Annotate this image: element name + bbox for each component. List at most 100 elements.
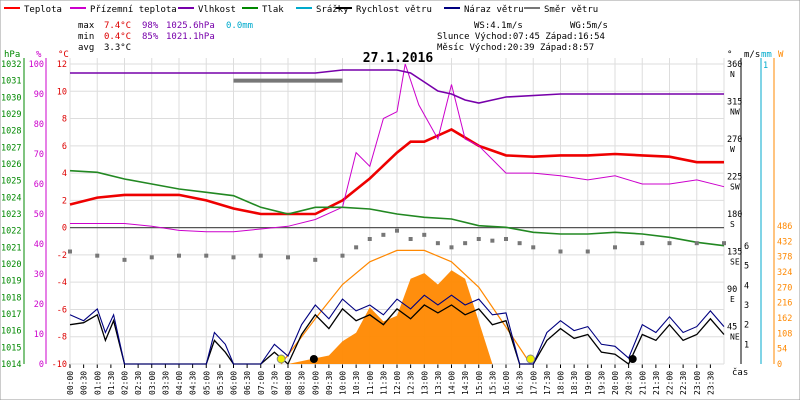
axis-unit-temp: °C [58, 50, 69, 60]
tick-label-compass: NE [730, 333, 740, 342]
tick-label-temp: 12 [57, 60, 67, 70]
legend-label: Srážky [316, 5, 349, 15]
tick-label-ms: 2 [744, 321, 749, 331]
tick-label-ms: 1 [744, 340, 749, 350]
wind-dir-point [504, 237, 508, 241]
tick-label-dir: 270 [727, 135, 742, 145]
wind-dir-point [367, 237, 372, 241]
tick-label-hpa: 1015 [1, 343, 21, 353]
tick-label-hpa: 1032 [1, 60, 21, 70]
legend-label: Náraz větru [464, 5, 524, 15]
x-tick-label: 06:30 [243, 371, 252, 395]
x-tick-label: 11:00 [366, 371, 375, 395]
tick-label-temp: -2 [57, 251, 67, 261]
tick-label-w: 162 [777, 314, 792, 324]
tick-label-temp: 6 [62, 142, 67, 152]
tick-label-temp: -10 [52, 360, 67, 370]
wind-dir-point [95, 253, 100, 258]
tick-label-dir: 135 [727, 248, 742, 258]
x-tick-label: 06:00 [230, 371, 239, 395]
x-tick-label: 14:30 [461, 371, 470, 395]
legend-label: Teplota [24, 5, 62, 15]
wind-dir-point [286, 255, 290, 260]
x-tick-label: 03:30 [161, 371, 170, 395]
tick-label-dir: 180 [727, 210, 742, 220]
wind-dir-point [122, 257, 127, 262]
chart-title: 27.1.2016 [363, 51, 434, 66]
tick-label-pct: 80 [34, 120, 44, 130]
x-tick-label: 13:30 [434, 371, 443, 395]
stats-avg-temp: 3.3°C [104, 43, 131, 53]
x-axis-label: čas [732, 367, 748, 378]
info-moon: Měsíc Východ:20:39 Západ:8:57 [437, 43, 594, 53]
info-wg: WG:5m/s [570, 21, 608, 31]
x-tick-label: 17:30 [543, 371, 552, 395]
wind-dir-point [231, 255, 236, 260]
tick-label-ms: 6 [744, 242, 749, 252]
series-theoretical-solar [280, 249, 531, 365]
wind-dir-point [463, 241, 468, 246]
info-sun: Slunce Východ:07:45 Západ:16:54 [437, 32, 605, 42]
x-tick-label: 18:30 [570, 371, 579, 395]
x-tick-label: 11:30 [379, 371, 388, 395]
tick-label-w: 486 [777, 222, 792, 232]
wind-dir-point [395, 228, 399, 233]
tick-label-hpa: 1028 [1, 127, 21, 137]
series-vlhkost [70, 69, 724, 104]
tick-label-temp: 4 [62, 169, 67, 179]
tick-label-compass: W [730, 145, 735, 154]
tick-label-ms: 5 [744, 262, 749, 272]
wind-dir-point [204, 253, 209, 258]
tick-label-hpa: 1022 [1, 227, 21, 237]
sunrise-marker [276, 354, 286, 364]
x-tick-label: 13:00 [420, 371, 429, 395]
x-tick-label: 19:00 [584, 371, 593, 395]
tick-label-dir: 360 [727, 60, 742, 70]
moonset-marker [309, 355, 318, 363]
axis-unit-pct: % [36, 50, 42, 60]
stats-max-temp: 7.4°C [104, 21, 131, 31]
x-tick-label: 01:30 [107, 371, 116, 395]
stats-max-rain: 0.0mm [226, 21, 253, 31]
tick-label-compass: NW [730, 108, 740, 117]
x-tick-label: 14:00 [448, 371, 457, 395]
tick-label-pct: 40 [34, 240, 44, 250]
wind-dir-point [408, 237, 413, 241]
tick-label-ms: 3 [744, 301, 749, 311]
x-tick-label: 21:00 [638, 371, 647, 395]
tick-label-w: 270 [777, 283, 792, 293]
stats-min-label: min [78, 32, 94, 42]
stats-min-temp: 0.4°C [104, 32, 131, 42]
x-tick-label: 00:30 [80, 371, 89, 395]
wind-dir-point [585, 249, 590, 254]
wind-dir-point [640, 241, 645, 246]
tick-label-mm: 1 [763, 61, 768, 71]
tick-label-compass: E [730, 295, 735, 304]
tick-label-pct: 20 [34, 300, 44, 310]
tick-label-temp: -4 [57, 278, 67, 288]
x-tick-label: 02:00 [121, 371, 130, 395]
legend-label: Rychlost větru [356, 5, 432, 15]
axis-unit-dir: ° [727, 50, 732, 60]
wind-dir-point [68, 249, 72, 254]
x-tick-label: 10:00 [339, 371, 348, 395]
axis-unit-mm: mm [761, 50, 772, 60]
tick-label-temp: 0 [62, 224, 67, 234]
tick-label-w: 54 [777, 345, 787, 355]
wind-dir-point [531, 245, 536, 250]
stats-min-hum: 85% [142, 32, 159, 42]
tick-label-temp: -8 [57, 333, 67, 343]
tick-label-dir: 225 [727, 173, 742, 183]
stats-max-hum: 98% [142, 21, 159, 31]
series-solar-radiation [288, 270, 493, 364]
legend-label: Vlhkost [198, 5, 236, 15]
wind-dir-point [517, 241, 522, 246]
tick-label-pct: 70 [34, 150, 44, 160]
x-tick-label: 22:30 [679, 371, 688, 395]
legend-label: Tlak [262, 5, 284, 15]
x-tick-label: 05:00 [202, 371, 211, 395]
x-tick-label: 12:30 [407, 371, 416, 395]
wind-dir-point [694, 241, 699, 246]
legend: Teplota Přízemní teplota Vlhkost Tlak Srážky… [4, 5, 598, 15]
